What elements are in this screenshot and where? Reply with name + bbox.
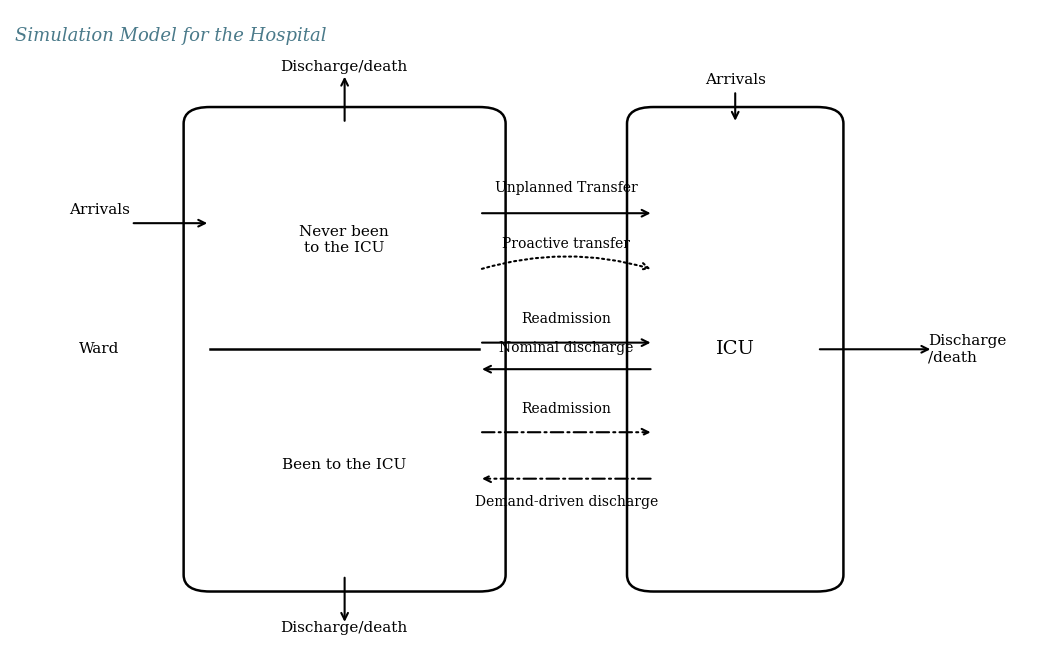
FancyBboxPatch shape (184, 107, 505, 591)
FancyArrowPatch shape (482, 257, 648, 269)
Text: Discharge/death: Discharge/death (281, 60, 408, 74)
FancyBboxPatch shape (627, 107, 844, 591)
Text: Demand-driven discharge: Demand-driven discharge (475, 495, 658, 509)
Text: Been to the ICU: Been to the ICU (282, 458, 406, 472)
Text: Proactive transfer: Proactive transfer (502, 237, 630, 251)
Text: Simulation Model for the Hospital: Simulation Model for the Hospital (15, 28, 327, 46)
Text: Discharge
/death: Discharge /death (928, 334, 1007, 364)
Text: Arrivals: Arrivals (69, 202, 130, 216)
Text: Readmission: Readmission (521, 312, 611, 326)
Text: Ward: Ward (79, 342, 119, 356)
Text: Arrivals: Arrivals (705, 73, 766, 87)
Text: Readmission: Readmission (521, 402, 611, 416)
Text: ICU: ICU (716, 340, 754, 358)
Text: Unplanned Transfer: Unplanned Transfer (495, 181, 637, 195)
Text: Nominal discharge: Nominal discharge (499, 341, 633, 355)
Text: Discharge/death: Discharge/death (281, 622, 408, 636)
Text: Never been
to the ICU: Never been to the ICU (299, 224, 389, 255)
